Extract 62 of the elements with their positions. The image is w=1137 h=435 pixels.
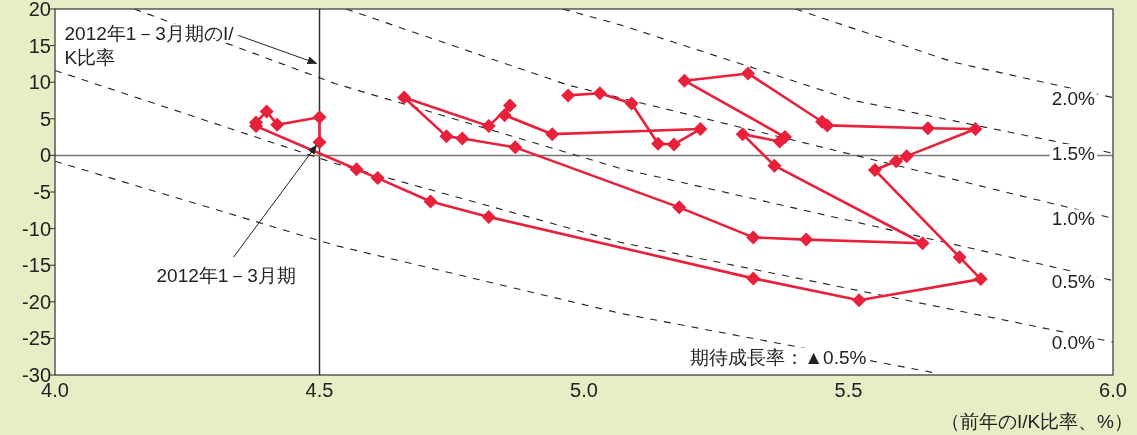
point [481,119,496,134]
point [624,96,639,111]
x-axis-title: （前年のI/K比率、%） [940,411,1133,432]
point [693,122,708,137]
point [312,135,327,150]
point [349,162,364,177]
x-tick-label: 5.0 [570,379,598,401]
point [270,117,285,132]
point [973,272,988,287]
point [497,108,512,123]
x-tick-label: 4.5 [305,379,334,401]
point [423,194,438,209]
series-label: 0.5% [1051,270,1096,292]
point [481,209,496,224]
point [672,200,687,215]
point [899,149,914,164]
point [952,250,967,265]
point [889,154,904,169]
point [370,171,385,186]
point [799,232,814,247]
series-label: 1.5% [1051,143,1096,165]
point [545,127,560,142]
point [666,137,681,152]
point [259,104,274,119]
point [508,140,523,155]
point [968,122,983,137]
y-tick-label: 0 [39,144,51,167]
series-label: 期待成長率：▲0.5% [690,346,867,368]
point [746,230,761,245]
y-tick-label: -10 [22,217,51,240]
point [439,129,454,144]
y-tick-label: 5 [39,107,51,130]
x-tick-label: 6.0 [1099,379,1127,401]
point [915,236,930,251]
y-tick-label: -25 [22,327,51,350]
annotation: 2012年1－3月期 [156,265,296,287]
point [852,293,867,308]
point [867,163,882,178]
point [767,158,782,173]
series-label: 1.0% [1051,208,1096,230]
point [651,136,666,151]
y-tick-label: -5 [33,181,51,203]
point [677,73,692,88]
annotation: 2012年1－3月期のI/K比率 [64,23,235,69]
point [397,90,412,105]
series-label: 0.0% [1051,332,1096,354]
point [740,66,755,81]
point [561,88,576,103]
point [312,110,327,125]
point [502,98,517,113]
point [455,131,470,146]
point [735,127,750,142]
point [920,121,935,136]
y-tick-label: 20 [28,0,51,20]
point [746,271,761,286]
y-tick-label: -20 [22,290,51,313]
x-tick-label: 5.5 [834,379,863,401]
y-tick-label: -15 [22,254,51,277]
y-tick-label: 15 [28,34,51,57]
point [592,86,607,101]
series-label: 2.0% [1051,87,1096,109]
y-tick-label: 10 [28,71,51,94]
